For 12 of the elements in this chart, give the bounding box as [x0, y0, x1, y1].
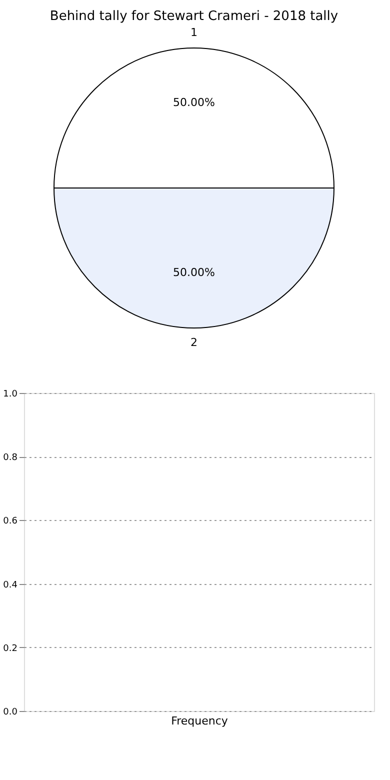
data-label: 50.00% — [173, 266, 215, 279]
chart-title: Behind tally for Stewart Crameri - 2018 tally — [50, 9, 338, 24]
slice-label: 2 — [190, 336, 198, 349]
y-tick-label: 0.6 — [3, 516, 18, 527]
y-tick-label: 1.0 — [3, 390, 18, 400]
y-tick-label: 0.8 — [3, 453, 18, 464]
y-tick-label: 0.4 — [3, 580, 18, 590]
data-label: 50.00% — [173, 96, 215, 109]
x-axis-title: Frequency — [171, 714, 228, 728]
y-tick-label: 0.0 — [3, 708, 18, 718]
y-tick-label: 0.2 — [3, 644, 18, 654]
slice-label: 1 — [190, 26, 198, 39]
